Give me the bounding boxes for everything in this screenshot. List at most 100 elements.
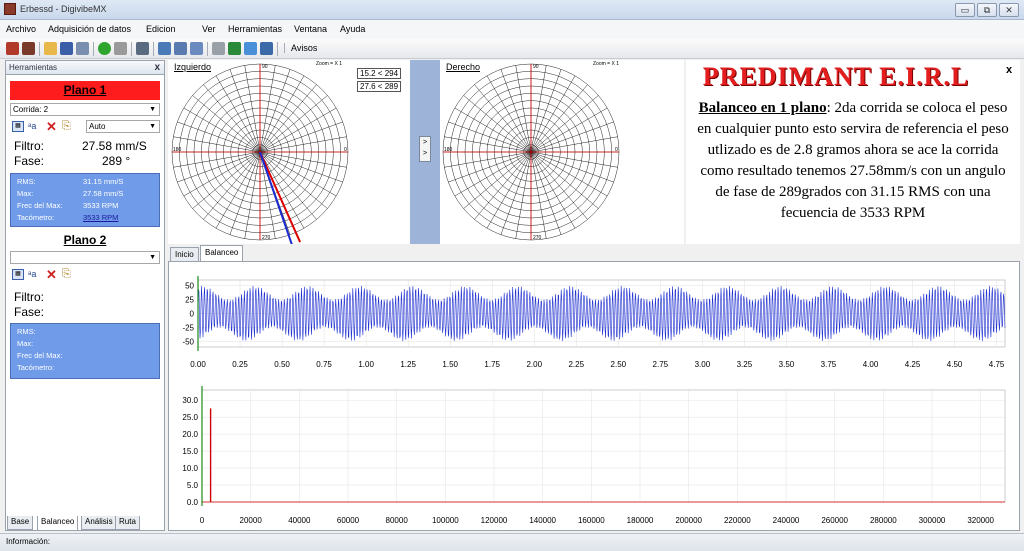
menu-edicion[interactable]: Edicion (146, 24, 176, 34)
save-all-icon[interactable] (76, 42, 89, 55)
polar-spoke (203, 151, 261, 220)
db-icon[interactable] (6, 42, 19, 55)
polar-spoke (259, 84, 317, 153)
clipboard-icon[interactable]: ⎘ (62, 268, 71, 280)
chevron-down-icon: ▼ (149, 106, 156, 113)
menu-herramientas[interactable]: Herramientas (228, 24, 283, 34)
font-size-icon[interactable]: ᵃa (28, 121, 37, 131)
avisos-button[interactable]: Avisos (284, 43, 317, 53)
menu-ayuda[interactable]: Ayuda (340, 24, 366, 34)
close-icon[interactable]: x (154, 62, 160, 73)
tab-base[interactable]: Base (7, 516, 34, 530)
play-icon[interactable] (228, 42, 241, 55)
tab-analisis[interactable]: Análisis (81, 516, 117, 530)
polar-spoke (259, 151, 276, 239)
polar-spoke (444, 136, 532, 153)
menu-ver[interactable]: Ver (202, 24, 216, 34)
x-tick-label: 4.50 (947, 360, 963, 369)
x-tick-label: 20000 (240, 516, 263, 525)
x-tick-label: 4.25 (905, 360, 921, 369)
y-tick-label: -50 (182, 337, 194, 346)
record-icon[interactable] (98, 42, 111, 55)
corrida-value: Corrida: 2 (13, 105, 49, 114)
plano2-title: Plano 2 (63, 233, 107, 247)
view-tabs: Inicio Balanceo (168, 244, 1020, 262)
polar-spoke (259, 121, 343, 153)
db-add-icon[interactable] (22, 42, 35, 55)
frec-label: Frec del Max: (17, 351, 63, 360)
polar-spoke (530, 107, 608, 153)
tab-balanceo-left[interactable]: Balanceo (37, 516, 79, 531)
polar-angle-label: 270 (533, 235, 542, 241)
filter-icon[interactable] (136, 42, 149, 55)
polar-spoke (259, 69, 291, 153)
grid-icon[interactable]: ▦ (12, 269, 24, 280)
izquierdo-label: Izquierdo (174, 62, 212, 72)
y-tick-label: -25 (182, 323, 194, 332)
tab-balanceo[interactable]: Balanceo (200, 245, 244, 262)
keyboard-icon[interactable] (244, 42, 257, 55)
plano2-filtro-label: Filtro: (14, 290, 44, 304)
polar-spoke (530, 151, 599, 209)
close-icon[interactable]: x (1006, 64, 1013, 76)
rms-label: RMS: (17, 327, 36, 336)
polar-spoke (192, 95, 261, 153)
x-tick-label: 1.25 (400, 360, 416, 369)
note-text: Balanceo en 1 plano: 2da corrida se colo… (692, 98, 1014, 224)
clipboard-icon[interactable]: ⎘ (62, 120, 71, 132)
delete-icon[interactable]: ✕ (46, 267, 57, 282)
stop-acq-icon[interactable] (212, 42, 225, 55)
x-tick-label: 120000 (481, 516, 508, 525)
y-tick-label: 50 (185, 282, 194, 291)
stop-icon[interactable] (114, 42, 127, 55)
x-tick-label: 3.50 (779, 360, 795, 369)
close-button[interactable]: ✕ (999, 3, 1019, 17)
x-tick-label: 260000 (821, 516, 848, 525)
save-icon[interactable] (60, 42, 73, 55)
minimize-button[interactable]: ▭ (955, 3, 975, 17)
expand-toggle[interactable]: > > (419, 136, 431, 162)
font-size-icon[interactable]: ᵃa (28, 269, 37, 279)
corrida-select[interactable]: Corrida: 2 ▼ (10, 103, 160, 116)
polar-spoke (259, 95, 328, 153)
polar-angle-label: 270 (262, 235, 271, 241)
status-bar: Información: (0, 533, 1024, 551)
tools-panel: Herramientas x Plano 1 Corrida: 2 ▼ ▦ ᵃa… (5, 60, 165, 531)
taco-value[interactable]: 3533 RPM (83, 213, 119, 222)
polar-spoke (474, 84, 532, 153)
chart-icon[interactable] (260, 42, 273, 55)
y-tick-label: 30.0 (182, 396, 198, 405)
polar-angle-label: 90 (262, 64, 268, 70)
grid-icon[interactable]: ▦ (12, 121, 24, 132)
waveform-series (197, 285, 1006, 342)
auto-select[interactable]: Auto ▼ (86, 120, 160, 133)
spectrum-plot-area (201, 389, 1006, 503)
cursor-icon[interactable] (174, 42, 187, 55)
vector-run2 (259, 151, 293, 244)
export-icon[interactable] (158, 42, 171, 55)
delete-icon[interactable]: ✕ (46, 119, 57, 134)
harmonic-cursor-icon[interactable] (190, 42, 203, 55)
polar-spoke (215, 151, 261, 229)
polar-spoke (530, 121, 614, 153)
x-tick-label: 4.00 (863, 360, 879, 369)
tab-inicio[interactable]: Inicio (170, 247, 199, 262)
fase-label: Fase: (14, 154, 45, 168)
polar-spoke (259, 151, 305, 229)
polar-spoke (259, 75, 305, 153)
polar-spoke (244, 151, 261, 239)
x-tick-label: 100000 (432, 516, 459, 525)
toolbar: Avisos (0, 39, 1024, 59)
menu-adquisicion[interactable]: Adquisición de datos (48, 24, 132, 34)
open-folder-icon[interactable] (44, 42, 57, 55)
filtro-label: Filtro: (14, 139, 44, 153)
plano2-select[interactable]: ▼ (10, 251, 160, 264)
y-tick-label: 0.0 (187, 498, 199, 507)
y-tick-label: 5.0 (187, 481, 199, 490)
maximize-button[interactable]: ⧉ (977, 3, 997, 17)
tab-ruta[interactable]: Ruta (115, 516, 140, 530)
menu-ventana[interactable]: Ventana (294, 24, 328, 34)
menu-archivo[interactable]: Archivo (6, 24, 37, 34)
splitter[interactable]: > > (410, 60, 440, 244)
polar-spoke (215, 75, 261, 153)
